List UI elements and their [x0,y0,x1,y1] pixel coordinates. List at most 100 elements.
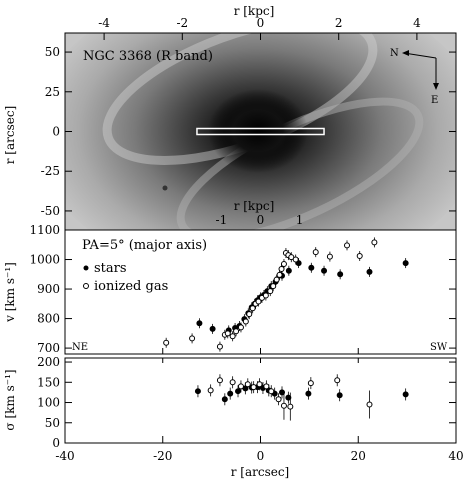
top-axis-tick-label: -2 [176,16,188,30]
dispersion-y-tick-label: 100 [37,396,60,410]
x-axis-title: r [arcsec] [231,465,290,479]
x-axis-tick-label: 40 [448,449,463,463]
velocity-star-point [366,268,373,275]
velocity-gas-point [229,333,236,340]
velocity-gas-point [280,260,287,267]
velocity-gas-point [278,265,285,272]
x-axis-tick-label: 20 [351,449,366,463]
dispersion-gas-point [256,381,263,388]
velocity-gas-point [312,249,319,256]
top-axis-title: r [kpc] [234,4,275,18]
top-axis-tick-label: 0 [257,16,265,30]
velocity-gas-point [267,288,274,295]
dispersion-star-point [227,390,234,397]
dispersion-gas-point [275,396,282,403]
dispersion-y-tick-label: 50 [45,416,60,430]
velocity-y-tick-label: 700 [37,341,60,355]
dispersion-star-point [194,388,201,395]
velocity-gas-point [288,254,295,261]
dispersion-ticks: 0 50 100 150 200 -40 -20 0 20 40 [37,355,463,463]
dispersion-star-point [235,388,242,395]
legend-stars-label: stars [94,261,127,276]
dispersion-gas-point [250,384,257,391]
image-y-tick-label: 0 [52,125,60,139]
dispersion-gas-point [366,401,373,408]
dispersion-panel: 0 50 100 150 200 -40 -20 0 20 40 σ [km s⁻¹] r [ar… [3,355,463,479]
velocity-gas-point [246,311,253,318]
velocity-gas-point [237,324,244,331]
velocity-gas-point [371,239,378,246]
velocity-gas-point [216,343,223,350]
dispersion-y-tick-label: 150 [37,375,60,389]
dispersion-points [194,374,409,421]
dispersion-star-point [285,394,292,401]
image-y-tick-label: 50 [45,45,60,59]
top-axis-tick-label: 4 [413,16,421,30]
galaxy-core [208,89,308,173]
velocity-y-tick-label: 1000 [29,253,60,267]
image-y-tick-label: 25 [45,85,60,99]
compass-east-arrowhead [433,83,439,90]
dispersion-y-axis-title: σ [km s⁻¹] [3,369,17,430]
velocity-star-point [196,320,203,327]
dispersion-star-point [305,390,312,397]
velocity-ticks: 700 800 900 1000 1100 [29,223,457,355]
dispersion-gas-point [280,402,287,409]
legend-gas-marker [83,283,89,289]
velocity-gas-point [326,253,333,260]
velocity-y-tick-label: 800 [37,312,60,326]
velocity-gas-point [270,283,277,290]
corner-label-ne: NE [72,342,88,353]
image-title: NGC 3368 (R band) [83,49,213,64]
dispersion-gas-point [207,387,214,394]
dispersion-star-point [279,389,286,396]
image-ticks: 50 25 0 -25 -50 -4 -2 0 2 4 -1 0 1 [41,16,456,227]
image-y-axis-title: r [arcsec] [3,106,17,165]
x-axis-tick-label: 0 [257,449,265,463]
velocity-star-point [209,325,216,332]
legend-stars-marker [83,265,89,271]
image-y-tick-label: -25 [41,164,60,178]
compass-north-label: N [390,48,399,59]
dispersion-y-tick-label: 0 [52,436,60,450]
dispersion-gas-point [263,383,270,390]
velocity-panel: 700 800 900 1000 1100 PA=5° (major axis) sta… [3,223,457,355]
velocity-star-point [285,267,292,274]
velocity-gas-point [249,305,256,312]
dispersion-star-point [336,392,343,399]
x-axis-tick-label: -40 [55,449,74,463]
image-y-tick-label: -50 [41,204,60,218]
dispersion-gas-point [216,377,223,384]
dispersion-gas-point [244,381,251,388]
velocity-star-point [402,260,409,267]
velocity-y-tick-label: 1100 [29,223,60,237]
velocity-gas-point [273,276,280,283]
velocity-star-point [321,267,328,274]
velocity-star-point [308,264,315,271]
velocity-y-axis-title: v [km s⁻¹] [3,262,17,323]
dispersion-gas-point [229,379,236,386]
dispersion-gas-point [307,380,314,387]
inner-axis-title: r [kpc] [234,199,275,213]
dispersion-gas-point [237,383,244,390]
velocity-gas-point [224,330,231,337]
velocity-star-point [337,271,344,278]
velocity-gas-point [292,256,299,263]
dispersion-frame [64,357,457,444]
velocity-gas-point [255,298,262,305]
velocity-annotation: PA=5° (major axis) [82,238,207,253]
dispersion-gas-point [334,377,341,384]
velocity-gas-point [276,271,283,278]
inner-axis-tick-label: 1 [296,213,304,227]
corner-label-sw: SW [430,342,448,353]
legend-gas-label: ionized gas [94,279,168,294]
dispersion-gas-point [268,388,275,395]
compass-east-label: E [431,95,438,106]
compass: N E [390,48,439,106]
compass-north-arrowhead [402,50,409,56]
velocity-gas-point [262,292,269,299]
inner-axis-tick-label: 0 [257,213,265,227]
velocity-gas-point [189,335,196,342]
velocity-y-tick-label: 900 [37,282,60,296]
